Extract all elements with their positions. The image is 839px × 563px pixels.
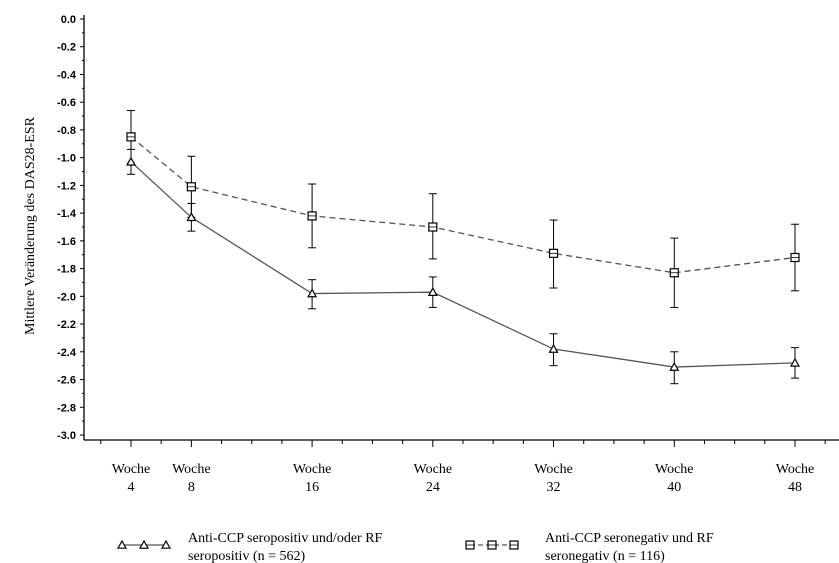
y-tick-label: -1.6	[57, 236, 76, 248]
legend-swatch-seronegative	[465, 540, 519, 550]
legend-marker	[116, 539, 128, 549]
x-tick-label-line2: 40	[667, 480, 681, 495]
y-tick-label: -0.2	[57, 42, 76, 54]
series-group	[125, 110, 801, 385]
y-tick-label: -2.8	[57, 402, 76, 414]
legend-item-seronegative: Anti-CCP seronegativ und RF seronegativ …	[465, 531, 714, 563]
axes	[83, 15, 839, 441]
legend-label-seronegative-line2: seronegativ (n = 116)	[545, 549, 665, 563]
y-tick-label: -2.4	[57, 347, 77, 359]
data-point-seropositive	[548, 343, 559, 353]
x-tick-label-line1: Woche	[414, 462, 453, 477]
y-tick-label: -2.6	[57, 375, 76, 387]
x-tick-label-line1: Woche	[534, 462, 573, 477]
x-tick-label-line2: 4	[128, 480, 135, 495]
legend: Anti-CCP seropositiv und/oder RF seropos…	[116, 531, 714, 563]
data-point-seropositive	[669, 361, 680, 371]
x-tick-label-line2: 32	[547, 480, 561, 495]
x-tick-label-line2: 48	[788, 480, 802, 495]
series-seronegative	[126, 110, 800, 308]
y-axis-label: Mittlere Veränderung des DAS28-ESR	[23, 116, 38, 335]
x-tick-label-line1: Woche	[655, 462, 694, 477]
legend-swatch-seropositive	[116, 539, 172, 549]
y-tick-label: -0.4	[57, 69, 77, 81]
y-tick-label: -0.8	[57, 125, 76, 137]
x-tick-label-line1: Woche	[776, 462, 815, 477]
y-tick-label: -3.0	[57, 430, 76, 442]
x-tick-label-line2: 24	[426, 480, 440, 495]
y-tick-label: -1.8	[57, 264, 76, 276]
y-tick-label: -0.6	[57, 97, 76, 109]
legend-marker	[138, 539, 150, 549]
y-tick-label: -2.2	[57, 319, 76, 331]
x-tick-label-line2: 16	[305, 480, 319, 495]
data-point-seropositive	[307, 288, 318, 298]
y-tick-label: -2.0	[57, 291, 76, 303]
x-axis-ticks: Woche 4 Woche 8 Woche 16 Woche 24 Woche 32 Woche 40…	[100, 440, 826, 495]
legend-label-seronegative-line1: Anti-CCP seronegativ und RF	[545, 531, 714, 546]
legend-label-seropositive-line2: seropositiv (n = 562)	[188, 549, 305, 563]
data-point-seropositive	[186, 212, 197, 222]
y-tick-label: -1.4	[57, 208, 77, 220]
y-tick-label: 0.0	[61, 14, 76, 26]
x-tick-label-line1: Woche	[112, 462, 151, 477]
series-line-seropositive	[130, 161, 796, 368]
x-tick-label-line2: 8	[188, 480, 195, 495]
y-axis-ticks: 0.0 -0.2 -0.4 -0.6 -0.8 -1.0 -1.2 -1.4 -1.6 -1.8 -…	[57, 14, 84, 442]
data-point-seropositive	[125, 156, 137, 166]
y-tick-label: -1.2	[57, 180, 76, 192]
legend-label-seropositive-line1: Anti-CCP seropositiv und/oder RF	[188, 531, 383, 546]
series-line-seronegative	[130, 136, 796, 274]
series-seropositive	[125, 148, 801, 385]
x-tick-label-line1: Woche	[293, 462, 332, 477]
x-tick-label-line1: Woche	[172, 462, 211, 477]
data-point-seropositive	[789, 357, 801, 367]
data-point-seropositive	[427, 286, 438, 296]
legend-item-seropositive: Anti-CCP seropositiv und/oder RF seropos…	[116, 531, 383, 563]
legend-marker	[160, 539, 172, 549]
y-tick-label: -1.0	[57, 153, 76, 165]
